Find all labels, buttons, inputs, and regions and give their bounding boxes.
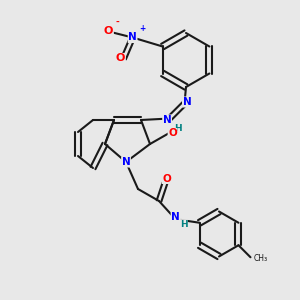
Text: O: O xyxy=(116,53,125,64)
Text: O: O xyxy=(104,26,113,37)
Text: -: - xyxy=(115,18,119,27)
Text: N: N xyxy=(128,32,137,43)
Text: H: H xyxy=(174,124,182,133)
Text: H: H xyxy=(180,220,188,229)
Text: O: O xyxy=(168,128,177,139)
Text: O: O xyxy=(162,173,171,184)
Text: CH₃: CH₃ xyxy=(254,254,268,263)
Text: N: N xyxy=(182,97,191,107)
Text: N: N xyxy=(122,157,130,167)
Text: N: N xyxy=(163,115,172,125)
Text: N: N xyxy=(171,212,180,223)
Text: +: + xyxy=(139,25,146,34)
